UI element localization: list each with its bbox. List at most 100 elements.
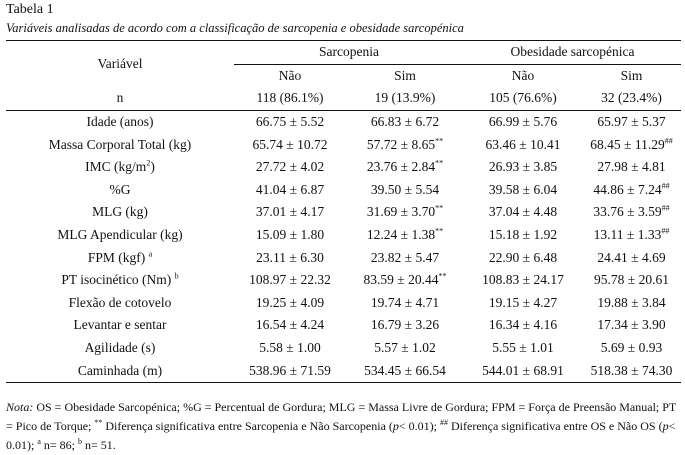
value-cell: 33.76 ± 3.59## [593, 203, 670, 220]
note-mark: ## [440, 418, 448, 427]
value-cell: 17.34 ± 3.90 [597, 317, 666, 333]
note-text: n= 51. [82, 438, 116, 452]
value-cell: 16.54 ± 4.24 [255, 317, 325, 333]
variable-label: Idade (anos) [86, 114, 154, 130]
n-label: n [6, 87, 234, 111]
value-cell: 13.11 ± 1.33## [593, 226, 670, 243]
value-cell: 83.59 ± 20.44** [363, 271, 447, 288]
table-row: Levantar e sentar 16.54 ± 4.24 16.79 ± 3.2… [6, 314, 681, 337]
value-cell: 23.11 ± 6.30 [256, 249, 324, 265]
variable-label: Levantar e sentar [73, 317, 167, 333]
value-cell: 5.69 ± 0.93 [600, 340, 663, 356]
table-row: Flexão de cotovelo 19.25 ± 4.09 19.74 ± 4.… [6, 292, 681, 315]
value-cell: 108.83 ± 24.17 [482, 272, 564, 288]
results-table: Variável Sarcopenia Obesidade sarcopénic… [6, 40, 681, 383]
table-row: Caminhada (m) 538.96 ± 71.59 534.45 ± 66.5… [6, 359, 681, 383]
table-row: Idade (anos) 66.75 ± 5.52 66.83 ± 6.72 66.9… [6, 110, 681, 133]
variable-label: Massa Corporal Total (kg) [48, 136, 192, 152]
note-mark: a [37, 437, 41, 446]
value-cell: 27.72 ± 4.02 [255, 159, 325, 175]
table-row: MLG Apendicular (kg) 15.09 ± 1.80 12.24 ± … [6, 224, 681, 247]
value-cell: 16.79 ± 3.26 [370, 317, 440, 333]
table-title: Tabela 1 [6, 2, 54, 17]
yes-header: Sim [620, 67, 643, 83]
variable-label: FPM (kgf) a [87, 249, 153, 265]
table-note: Nota: OS = Obesidade Sarcopénica; %G = P… [6, 398, 678, 455]
value-cell: 24.41 ± 4.69 [597, 249, 666, 265]
variable-header: Variável [6, 40, 234, 88]
yes-header: Sim [394, 67, 416, 83]
variable-label: Agilidade (s) [84, 340, 156, 356]
sarcopenic-obesity-header: Obesidade sarcopénica [464, 40, 681, 65]
value-cell: 44.86 ± 7.24## [593, 181, 670, 197]
value-cell: 66.83 ± 6.72 [370, 114, 440, 130]
value-cell: 108.97 ± 22.32 [249, 272, 331, 288]
value-cell: 12.24 ± 1.38** [366, 226, 444, 243]
value-cell: 39.58 ± 6.04 [488, 181, 558, 197]
note-p: p [392, 419, 399, 433]
value-cell: 65.97 ± 5.37 [597, 114, 666, 130]
variable-label: PT isocinético (Nm) b [61, 271, 179, 288]
value-cell: 19.88 ± 3.84 [597, 294, 666, 310]
value-cell: 19.74 ± 4.71 [370, 294, 440, 310]
note-text: < 0.01); [6, 419, 676, 452]
table-row: %G 41.04 ± 6.87 39.50 ± 5.54 39.58 ± 6.04 44… [6, 179, 681, 202]
table-row: Massa Corporal Total (kg) 65.74 ± 10.72 57… [6, 133, 681, 156]
variable-label: MLG (kg) [92, 204, 148, 220]
value-cell: 37.04 ± 4.48 [488, 204, 558, 220]
table-row: PT isocinético (Nm) b 108.97 ± 22.32 83.59… [6, 269, 681, 292]
value-cell: 23.76 ± 2.84** [366, 158, 444, 175]
value-cell: 534.45 ± 66.54 [346, 359, 464, 383]
value-cell: 19.15 ± 4.27 [488, 294, 558, 310]
value-cell: 66.75 ± 5.52 [255, 114, 325, 130]
note-text: OS = Obesidade Sarcopénica; %G = Percent… [6, 400, 677, 433]
value-cell: 5.58 ± 1.00 [259, 340, 321, 356]
value-cell: 16.34 ± 4.16 [488, 317, 558, 333]
table-row: Agilidade (s) 5.58 ± 1.00 5.57 ± 1.02 5.55 … [6, 337, 681, 360]
value-cell: 5.57 ± 1.02 [374, 340, 436, 356]
value-cell: 68.45 ± 11.29## [590, 136, 673, 152]
variable-label: Flexão de cotovelo [68, 294, 172, 310]
sarcopenia-header: Sarcopenia [234, 40, 464, 65]
n-value: 105 (76.6%) [464, 87, 582, 111]
note-label: Nota: [6, 400, 34, 414]
n-value: 118 (86.1%) [234, 87, 346, 111]
value-cell: 5.55 ± 1.01 [492, 340, 554, 356]
value-cell: 37.01 ± 4.17 [255, 204, 325, 220]
variable-label: Caminhada (m) [6, 359, 234, 383]
table-subtitle: Variáveis analisadas de acordo com a cla… [6, 21, 464, 35]
variable-label: MLG Apendicular (kg) [57, 227, 183, 243]
value-cell: 39.50 ± 5.54 [370, 181, 440, 197]
value-cell: 544.01 ± 68.91 [464, 359, 582, 383]
note-mark: b [78, 437, 83, 446]
no-header: Não [511, 67, 535, 83]
variable-label: %G [109, 181, 131, 197]
value-cell: 27.98 ± 4.81 [597, 159, 666, 175]
table-row: FPM (kgf) a 23.11 ± 6.30 23.82 ± 5.47 22.90… [6, 246, 681, 269]
value-cell: 66.99 ± 5.76 [488, 114, 558, 130]
note-text: Diferença significativa entre Sarcopenia… [102, 419, 393, 433]
variable-label: IMC (kg/m2) [85, 158, 155, 175]
n-value: 32 (23.4%) [582, 87, 681, 111]
value-cell: 57.72 ± 8.65** [366, 136, 444, 152]
value-cell: 23.82 ± 5.47 [370, 249, 440, 265]
value-cell: 22.90 ± 6.48 [488, 249, 558, 265]
table-row: IMC (kg/m2) 27.72 ± 4.02 23.76 ± 2.84** 26.… [6, 156, 681, 179]
note-p: p [662, 419, 669, 433]
table-row: MLG (kg) 37.01 ± 4.17 31.69 ± 3.70** 37.04 … [6, 201, 681, 224]
value-cell: 19.25 ± 4.09 [255, 294, 325, 310]
value-cell: 95.78 ± 20.61 [594, 272, 669, 288]
no-header: Não [278, 67, 302, 83]
value-cell: 63.46 ± 10.41 [485, 136, 561, 152]
note-text: n= 86; [40, 438, 79, 452]
value-cell: 15.18 ± 1.92 [488, 227, 558, 243]
note-text: < 0.01); [398, 419, 440, 433]
value-cell: 518.38 ± 74.30 [582, 359, 681, 383]
note-mark: ** [94, 418, 103, 427]
value-cell: 41.04 ± 6.87 [255, 181, 325, 197]
value-cell: 65.74 ± 10.72 [252, 136, 328, 152]
n-value: 19 (13.9%) [346, 87, 464, 111]
value-cell: 26.93 ± 3.85 [488, 159, 558, 175]
value-cell: 31.69 ± 3.70** [366, 203, 444, 220]
note-text: Diferença significativa entre OS e Não O… [448, 419, 663, 433]
